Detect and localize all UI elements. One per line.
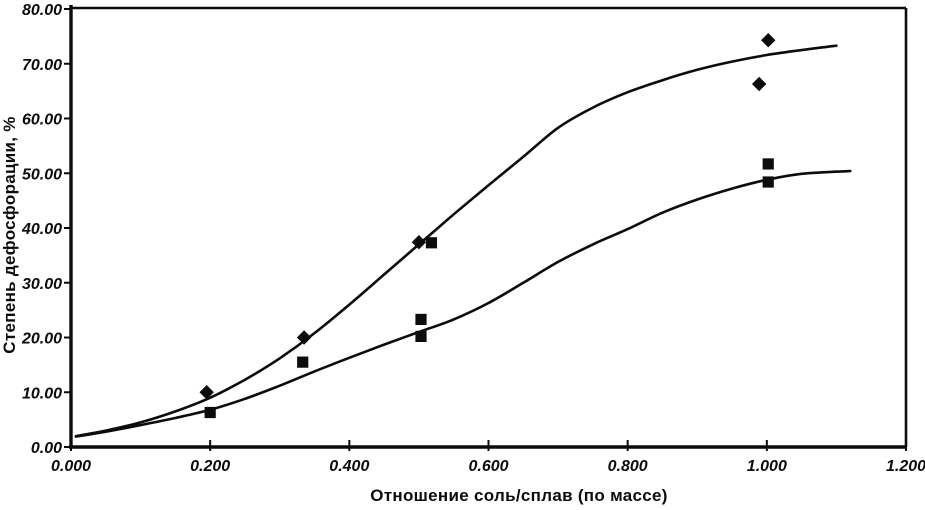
diamond-marker (411, 235, 427, 250)
x-axis-title: Отношение соль/сплав (по массе) (370, 486, 667, 505)
x-tick-label: 0.600 (468, 458, 508, 475)
x-tick-label: 1.000 (747, 458, 787, 475)
y-tick-label: 80.00 (22, 2, 62, 19)
y-tick-label: 50.00 (22, 166, 62, 183)
y-tick-label: 40.00 (21, 221, 62, 238)
square-marker (425, 237, 438, 249)
y-tick-label: 70.00 (22, 57, 62, 74)
axis-ticks (64, 8, 907, 451)
y-axis-title: Степень дефосфорации, % (0, 116, 19, 353)
diamond-marker (761, 33, 776, 48)
square-marker (762, 158, 774, 170)
diamond-marker (751, 76, 767, 92)
square-marker (204, 406, 216, 419)
x-tick-label: 1.200 (886, 458, 925, 475)
data-markers (199, 33, 776, 419)
x-tick-label: 0.000 (51, 458, 91, 475)
y-tick-label: 0.00 (31, 440, 62, 457)
upper-trend-curve (74, 44, 838, 438)
trend-curves (74, 44, 852, 438)
y-tick-label: 60.00 (22, 112, 62, 129)
square-marker (762, 176, 774, 188)
y-tick-label: 30.00 (22, 276, 62, 293)
square-marker (297, 356, 309, 368)
diamond-marker (296, 330, 312, 345)
x-tick-label: 0.400 (329, 458, 369, 475)
y-tick-label: 20.00 (21, 331, 62, 348)
x-tick-label: 0.200 (190, 458, 230, 475)
square-marker (415, 330, 427, 343)
plot-frame (69, 5, 908, 449)
x-tick-label: 0.800 (608, 458, 648, 475)
diamond-marker (199, 385, 214, 400)
tick-labels: 0.00 10.00 20.00 30.00 40.00 50.00 60.00 70.00 8… (21, 2, 925, 475)
y-tick-label: 10.00 (22, 385, 62, 402)
square-marker (415, 313, 427, 326)
lower-trend-curve (74, 169, 852, 438)
